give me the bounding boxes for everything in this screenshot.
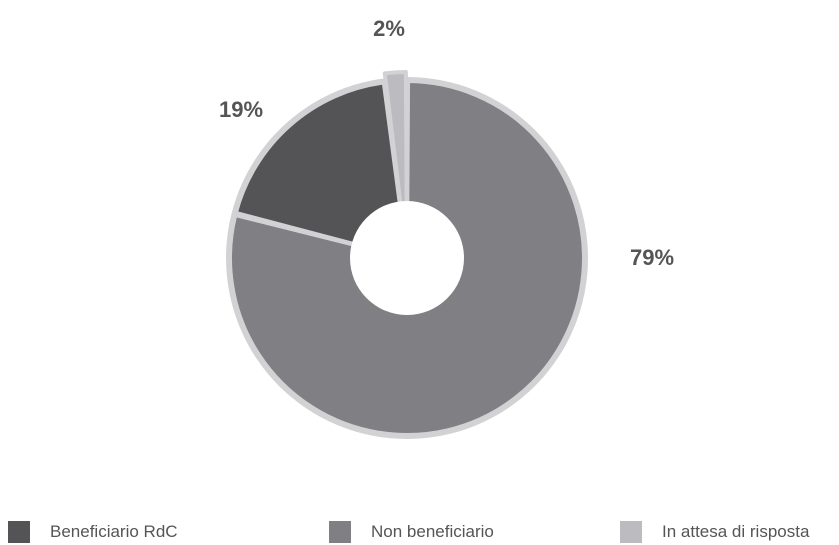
legend-label-beneficiario-rdc: Beneficiario RdC — [50, 521, 178, 541]
data-label-in-attesa-di-risposta: 2% — [373, 16, 405, 41]
legend-label-non-beneficiario: Non beneficiario — [371, 521, 494, 541]
legend-item-in-attesa-di-risposta: In attesa di risposta — [620, 518, 809, 545]
legend-item-beneficiario-rdc: Beneficiario RdC — [8, 518, 178, 545]
data-label-non-beneficiario: 79% — [630, 245, 674, 270]
legend: Beneficiario RdC Non beneficiario In att… — [0, 518, 839, 545]
slice-beneficiario-rdc — [233, 80, 409, 260]
slice-non-beneficiario — [228, 79, 586, 437]
legend-swatch-in-attesa-di-risposta — [620, 520, 642, 543]
data-label-beneficiario-rdc: 19% — [219, 97, 263, 122]
donut-hole — [350, 201, 464, 315]
legend-label-in-attesa-di-risposta: In attesa di risposta — [662, 521, 810, 541]
legend-swatch-non-beneficiario — [329, 520, 351, 543]
legend-item-non-beneficiario: Non beneficiario — [329, 518, 494, 545]
legend-swatch-beneficiario-rdc — [8, 520, 30, 543]
